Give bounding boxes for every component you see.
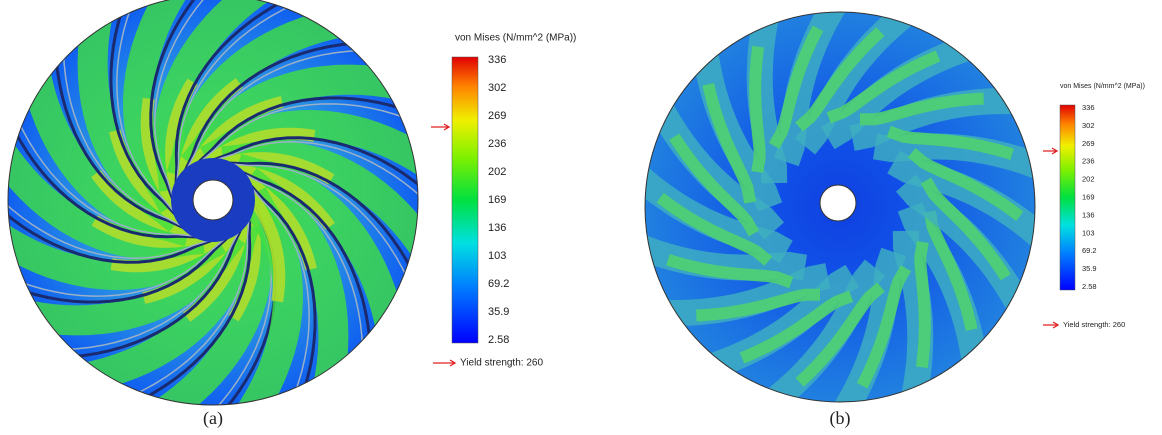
colorbar-tick-label: 202 — [1082, 175, 1095, 184]
stress-band — [923, 210, 978, 332]
shaft-hole — [192, 179, 234, 221]
colorbar-tick-label: 169 — [488, 194, 506, 206]
yield-arrow — [1043, 147, 1059, 155]
blade — [109, 0, 178, 217]
yield-label: Yield strength: 260 — [1063, 320, 1125, 329]
colorbar-tick-label: 236 — [1082, 157, 1095, 166]
stress-band — [886, 125, 1014, 161]
stress-band — [666, 253, 794, 289]
shaft-hole — [819, 184, 857, 222]
stress-band — [669, 133, 760, 237]
colorbar-tick-label: 35.9 — [488, 306, 509, 318]
blade-edge — [199, 103, 418, 163]
blade — [228, 161, 418, 295]
yield-arrow — [431, 123, 451, 131]
colorbar-tick-label: 69.2 — [1082, 246, 1097, 255]
stress-band — [914, 240, 931, 369]
blade — [149, 0, 221, 201]
blade-edge — [8, 181, 212, 260]
colorbar-tick-label: 103 — [1082, 228, 1095, 237]
blade-edge — [8, 95, 196, 237]
colorbar-tick-label: 269 — [488, 110, 506, 122]
blade-edge — [62, 24, 184, 228]
stress-band — [907, 148, 1024, 222]
yield-arrow — [1043, 321, 1060, 329]
colorbar-tick-label: 136 — [488, 222, 506, 234]
colorbar-tick-label: 169 — [1082, 192, 1095, 201]
colorbar-tick-label: 136 — [1082, 210, 1095, 219]
stress-band — [739, 290, 854, 364]
stress-band — [920, 177, 1011, 281]
blade-edge — [153, 0, 232, 199]
blade — [8, 105, 198, 239]
blade — [183, 40, 381, 173]
stress-band — [856, 265, 912, 389]
colorbar-tick-label: 2.58 — [1082, 282, 1097, 291]
colorbar-tick-label: 202 — [488, 166, 506, 178]
blade-edge — [230, 163, 418, 305]
yield-label: Yield strength: 260 — [460, 358, 543, 369]
colorbar — [1059, 104, 1076, 291]
blade-edge — [214, 140, 418, 219]
blade — [8, 192, 214, 264]
colorbar-tick-label: 236 — [488, 138, 506, 150]
disk-rim — [7, 0, 419, 406]
stress-band — [702, 82, 757, 204]
blade-edge — [250, 186, 310, 405]
blade-edge — [242, 172, 364, 376]
stress-band — [696, 288, 820, 322]
colorbar-tick-label: 269 — [1082, 139, 1095, 148]
blade — [53, 32, 186, 230]
stress-band — [826, 50, 941, 124]
stress-plot-a — [8, 0, 418, 405]
colorbar-tick-label: 302 — [488, 82, 506, 94]
stress-band — [768, 25, 824, 149]
colorbar — [451, 56, 479, 344]
blade — [174, 0, 308, 185]
caption: (a) — [203, 408, 223, 429]
legend-title: von Mises (N/mm^2 (MPa)) — [1060, 83, 1145, 90]
blade-edge — [8, 237, 227, 297]
blade — [118, 215, 252, 405]
yield-arrow — [433, 359, 457, 367]
stress-band — [246, 189, 286, 303]
stress-band — [656, 192, 773, 266]
blade-edge — [176, 0, 318, 183]
caption: (b) — [830, 408, 851, 429]
colorbar-tick-label: 35.9 — [1082, 264, 1097, 273]
stress-band — [795, 282, 885, 387]
colorbar-tick-label: 2.58 — [488, 334, 509, 346]
legend-title: von Mises (N/mm^2 (MPa)) — [455, 33, 576, 44]
blade-edge — [37, 229, 241, 351]
blade — [212, 136, 418, 208]
blade — [196, 96, 418, 165]
colorbar-tick-label: 302 — [1082, 121, 1095, 130]
blade-edge — [108, 217, 250, 405]
blade — [248, 183, 317, 405]
colorbar-tick-label: 336 — [1082, 103, 1095, 112]
stress-band — [749, 45, 766, 174]
colorbar-tick-label: 103 — [488, 250, 506, 262]
blade — [240, 170, 373, 368]
blade-edge — [185, 49, 389, 171]
colorbar-tick-label: 336 — [488, 54, 506, 66]
blade — [8, 235, 230, 304]
colorbar-tick-label: 69.2 — [488, 278, 509, 290]
blade — [45, 227, 243, 360]
blade-edge — [116, 0, 176, 214]
stress-band — [860, 92, 984, 126]
disk-rim — [644, 11, 1036, 403]
stress-band — [795, 27, 885, 132]
